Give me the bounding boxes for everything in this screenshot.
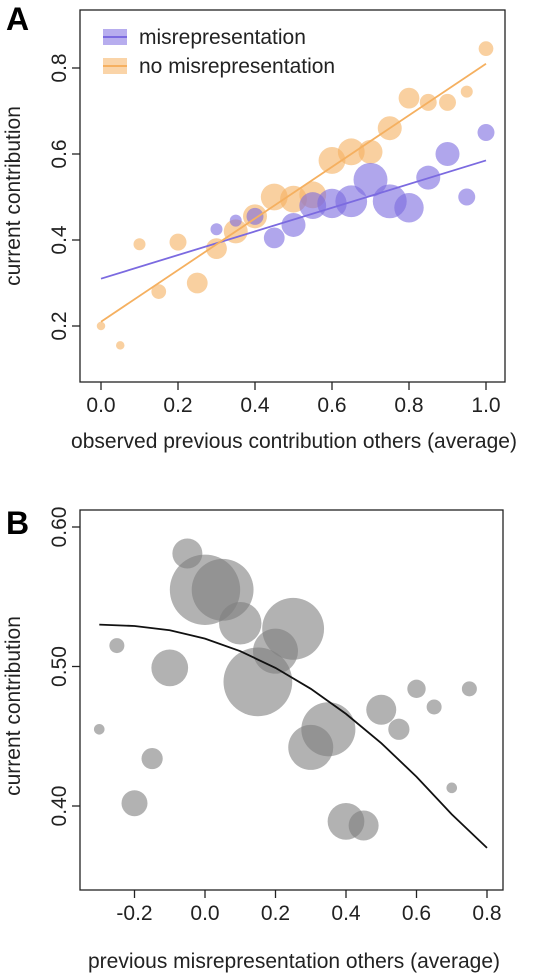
panel-a-y-tick-label: 0.4 [48, 225, 71, 255]
panel-b-point [121, 790, 148, 817]
panel-b-point [262, 597, 325, 660]
panel-b-x-tick-label: 0.6 [402, 902, 431, 925]
panel-b-fit-curve [99, 623, 488, 849]
panel-b-fit-line [99, 623, 488, 849]
panel-a-y-tick-label: 0.6 [48, 139, 71, 168]
point-no-misrepresentation [478, 41, 494, 56]
panel-b-point [348, 810, 379, 841]
panel-a-legend: misrepresentation no misrepresentation [103, 26, 335, 78]
point-no-misrepresentation [398, 87, 420, 109]
point-no-misrepresentation [133, 238, 146, 251]
point-no-misrepresentation [206, 238, 227, 259]
panel-b-x-tick-label: 0.0 [190, 902, 219, 925]
panel-b-points [93, 538, 477, 841]
panel-b-y-tick-label: 0.50 [48, 646, 71, 687]
panel-b-x-axis-title: previous misrepresentation others (avera… [88, 950, 500, 973]
panel-a-y-axis-title: current contribution [2, 106, 25, 286]
panel-b-point [426, 699, 442, 715]
point-no-misrepresentation [460, 85, 473, 98]
panel-a: A 0.0 0.2 0.4 0.6 0.8 1.0 0.2 0.4 0.6 0.8 observe… [2, 1, 517, 453]
point-no-misrepresentation [116, 341, 125, 350]
panel-b-point [407, 679, 426, 699]
panel-a-y-tick-label: 0.2 [48, 311, 71, 340]
panel-b-x-tick-label: 0.4 [331, 902, 361, 925]
panel-b-point [219, 602, 262, 645]
panel-b-point [388, 718, 410, 740]
point-no-misrepresentation [169, 233, 187, 251]
point-misrepresentation [281, 212, 306, 237]
panel-a-points [96, 41, 495, 350]
point-no-misrepresentation [358, 139, 383, 164]
panel-a-x-tick-label: 1.0 [471, 394, 500, 417]
point-misrepresentation [210, 223, 223, 236]
panel-b-letter: B [6, 505, 29, 541]
point-no-misrepresentation [439, 93, 456, 111]
fit-line-misrepresentation [100, 159, 487, 280]
panel-b-x-tick-label: -0.2 [116, 902, 152, 925]
panel-b-axes: -0.2 0.0 0.2 0.4 0.6 0.8 0.40 0.50 0.60 [48, 507, 502, 925]
panel-b-x-tick-label: 0.2 [261, 902, 290, 925]
panel-b-point [151, 649, 189, 687]
panel-a-x-axis-title: observed previous contribution others (a… [71, 430, 517, 453]
panel-b-point [461, 681, 477, 697]
point-misrepresentation [229, 214, 242, 227]
point-misrepresentation [477, 124, 495, 141]
panel-a-x-tick-label: 0.4 [240, 394, 270, 417]
point-no-misrepresentation [96, 321, 106, 331]
point-no-misrepresentation [186, 272, 208, 294]
panel-b-point [366, 694, 397, 725]
panel-b-plot-frame [79, 509, 504, 891]
panel-b-y-tick-label: 0.60 [48, 507, 71, 548]
panel-b-point [109, 638, 125, 654]
panel-a-x-tick-label: 0.8 [394, 394, 423, 417]
panel-a-y-tick-label: 0.8 [48, 53, 71, 82]
fit-line-no-misrepresentation [100, 62, 487, 323]
legend-swatch-misrepresentation [103, 29, 127, 45]
panel-a-fit-lines [100, 62, 487, 323]
point-misrepresentation [435, 142, 460, 166]
panel-b: B -0.2 0.0 0.2 0.4 0.6 0.8 0.40 0.50 0.60 previo… [2, 505, 504, 973]
panel-b-point [141, 747, 163, 770]
panel-a-axes: 0.0 0.2 0.4 0.6 0.8 1.0 0.2 0.4 0.6 0.8 [48, 53, 501, 417]
panel-b-x-tick-label: 0.8 [472, 902, 501, 925]
panel-b-point [93, 723, 105, 735]
point-misrepresentation [263, 227, 285, 249]
panel-a-x-tick-label: 0.0 [86, 394, 115, 417]
legend-label-misrepresentation: misrepresentation [139, 26, 306, 49]
legend-swatch-no-misrepresentation [103, 58, 127, 74]
legend-label-no-misrepresentation: no misrepresentation [139, 55, 335, 78]
panel-a-letter: A [6, 1, 29, 37]
point-misrepresentation [458, 188, 476, 206]
panel-a-plot-frame [79, 9, 506, 383]
panel-b-y-tick-label: 0.40 [48, 786, 71, 827]
point-misrepresentation [394, 193, 424, 223]
point-no-misrepresentation [151, 284, 167, 299]
panel-b-point [301, 702, 356, 757]
panel-b-point [446, 782, 458, 794]
panel-b-y-axis-title: current contribution [2, 616, 25, 796]
panel-a-x-tick-label: 0.6 [317, 394, 346, 417]
panel-a-x-tick-label: 0.2 [163, 394, 192, 417]
